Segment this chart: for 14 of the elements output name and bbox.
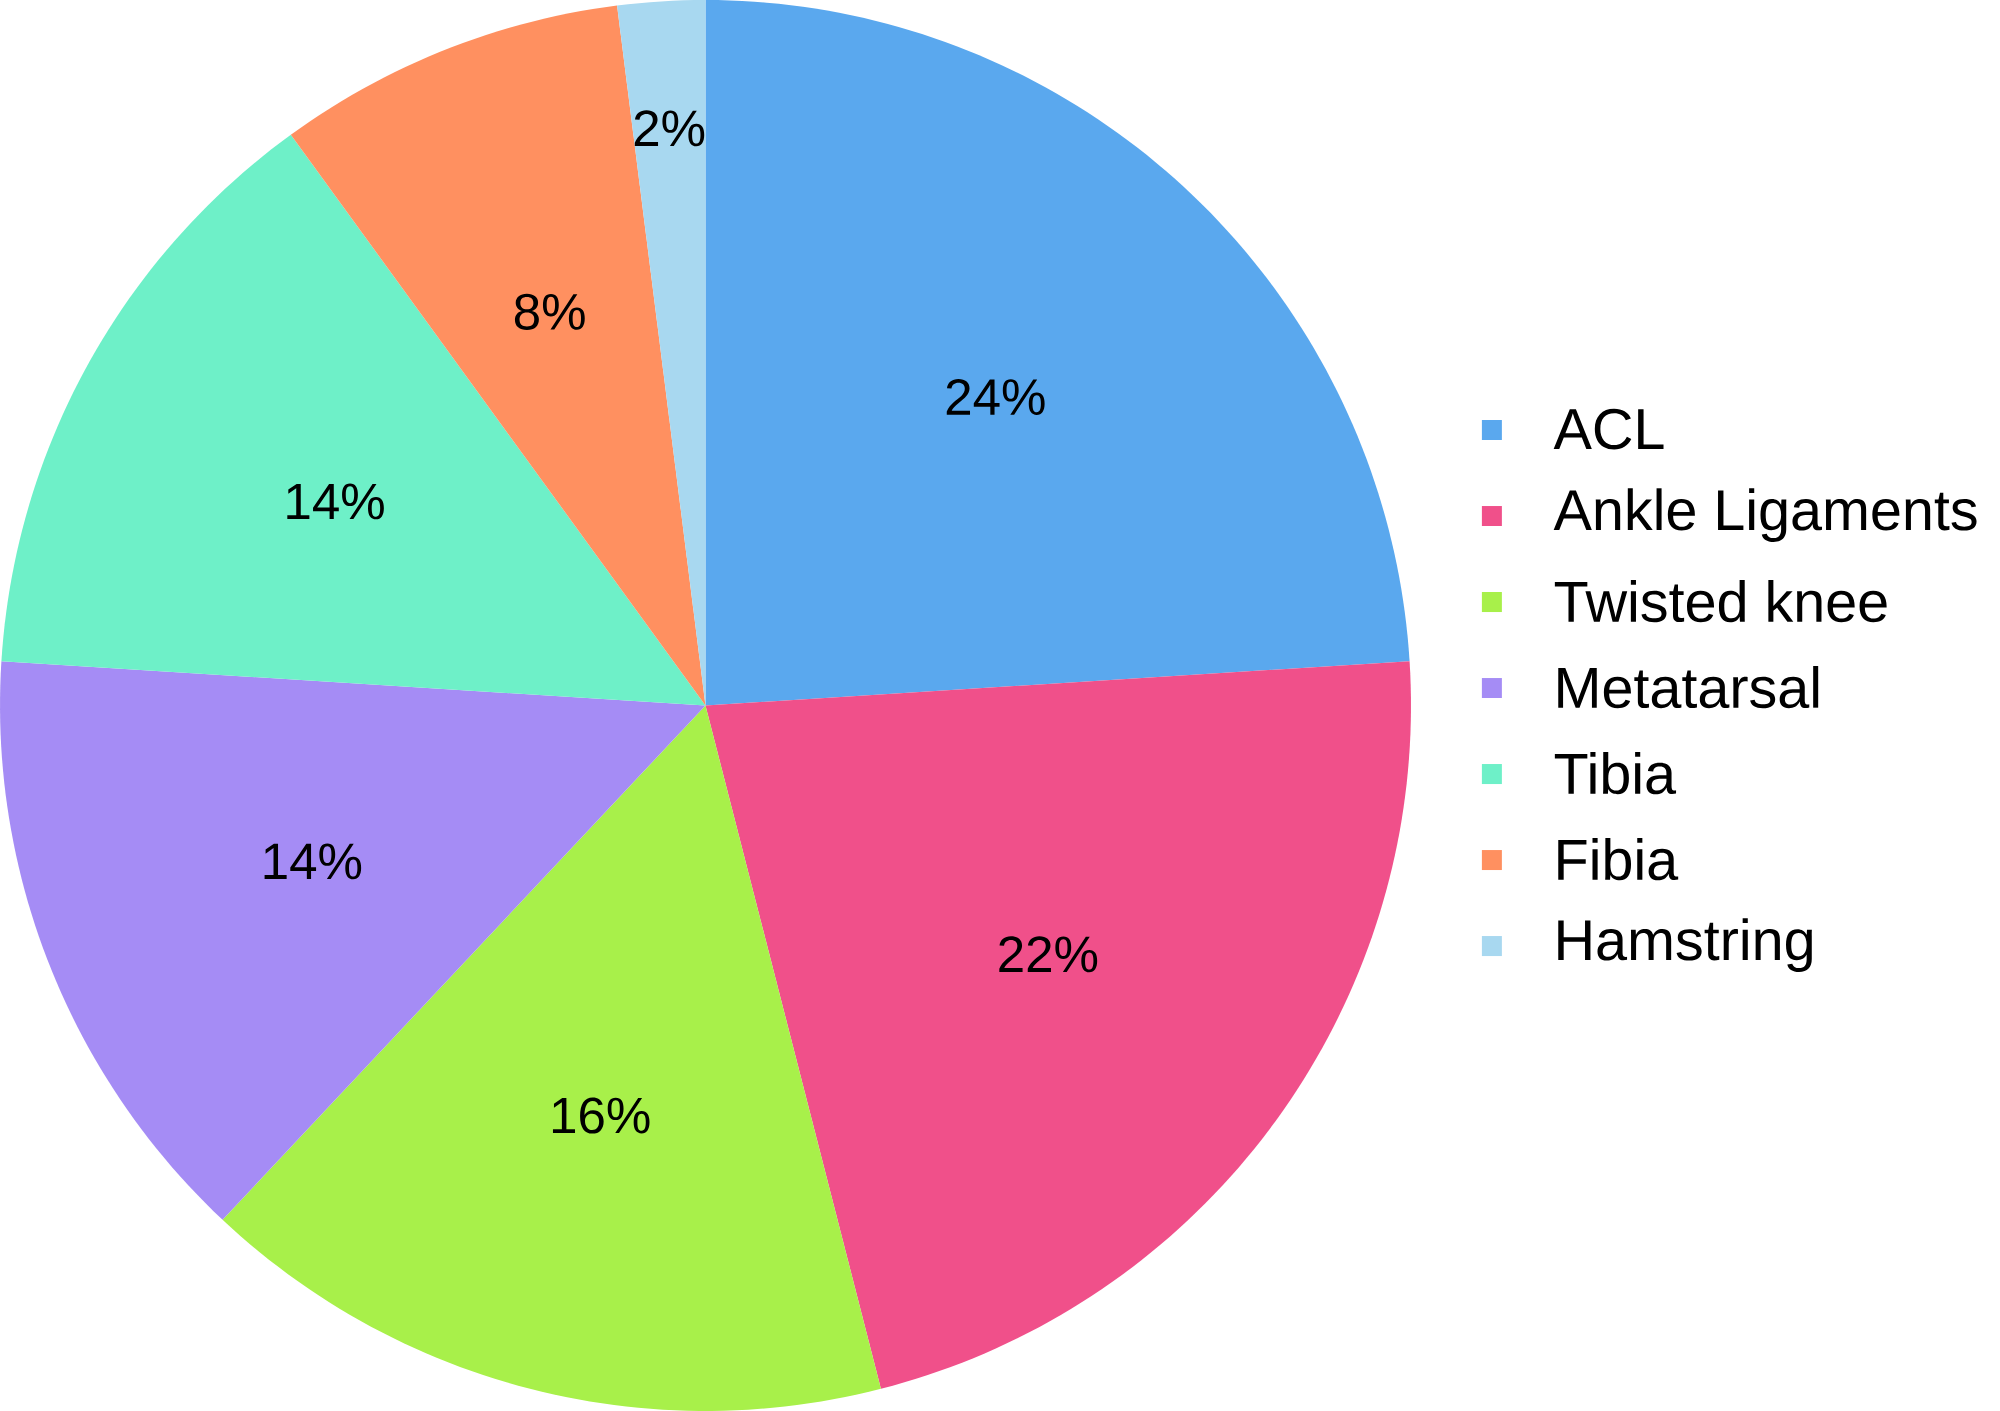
data-label: 2% [634, 110, 705, 147]
legend-label: Twisted knee [1554, 580, 1887, 623]
data-label: 8% [514, 293, 585, 330]
data-label: 16% [552, 1097, 650, 1134]
data-label: 14% [287, 483, 384, 520]
data-label: 24% [946, 378, 1045, 415]
legend-label: Ankle Ligaments [1553, 488, 1977, 542]
data-label: 22% [999, 936, 1098, 973]
legend-label: ACL [1553, 408, 1664, 450]
legend-label: Fibia [1558, 838, 1679, 881]
legend-label: Hamstring [1558, 918, 1812, 972]
legend-label: Tibia [1554, 752, 1677, 795]
data-label: 14% [264, 843, 362, 880]
legend-label: Metatarsal [1558, 666, 1819, 709]
